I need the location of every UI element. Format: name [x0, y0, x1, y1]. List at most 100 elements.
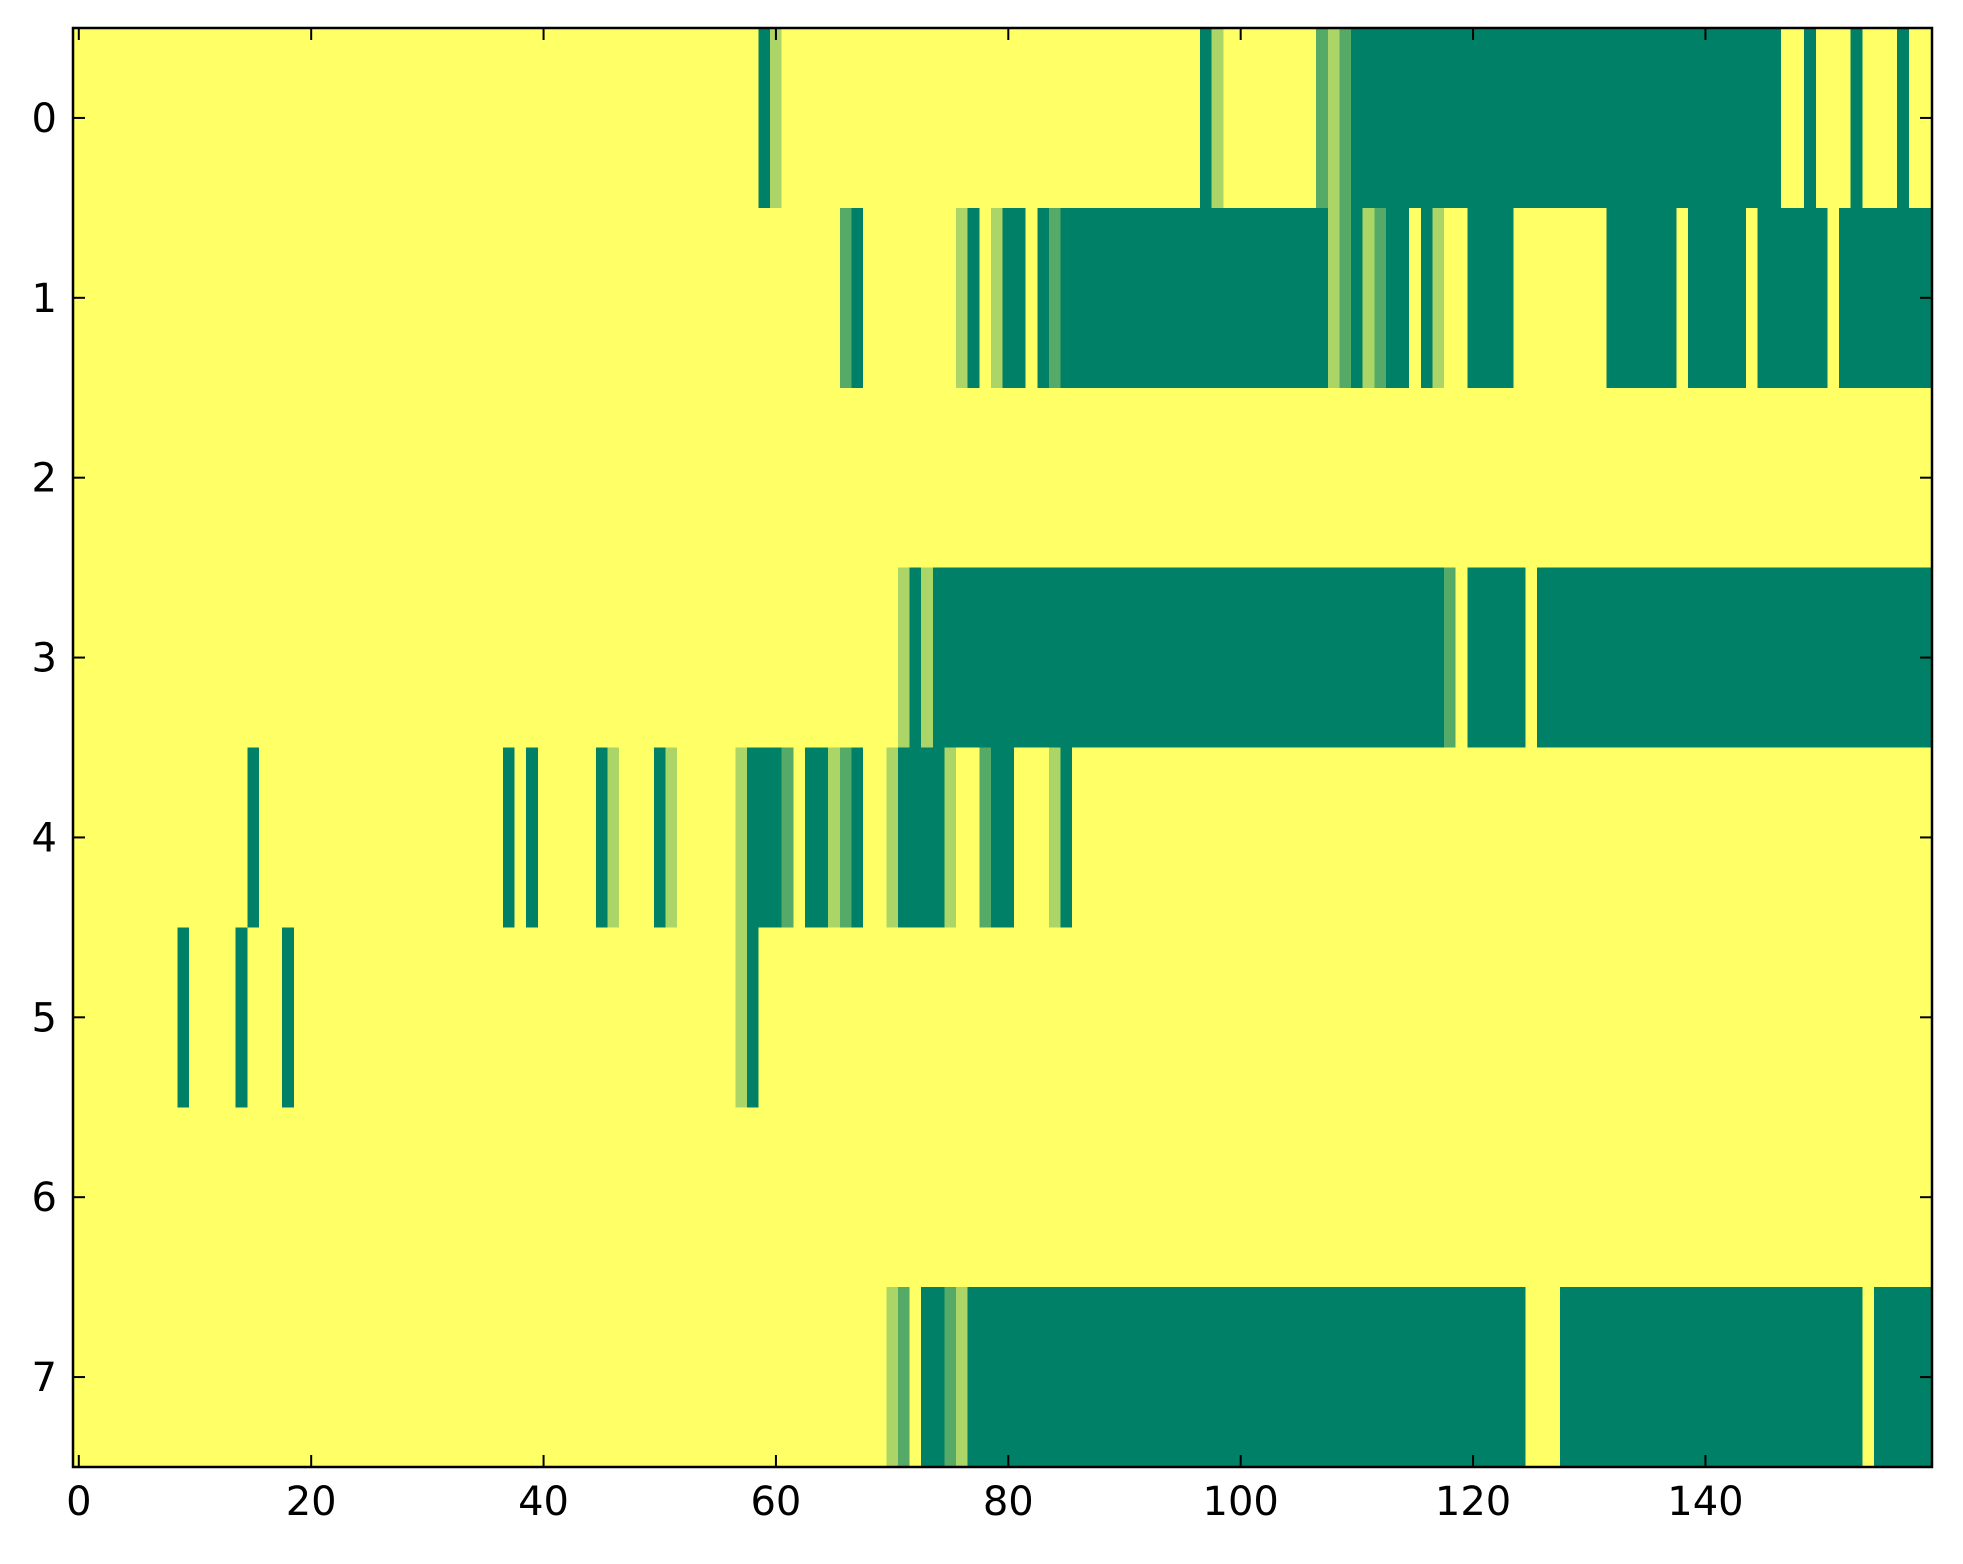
cell: [107, 207, 121, 389]
cell: [526, 387, 539, 569]
cell: [1734, 1287, 1747, 1468]
cell: [1513, 927, 1526, 1108]
cell: [1873, 927, 1887, 1108]
cell: [1711, 567, 1724, 749]
cell: [526, 567, 539, 749]
cell: [235, 567, 248, 749]
cell: [235, 207, 248, 389]
cell: [1653, 747, 1666, 928]
cell: [839, 927, 853, 1108]
cell: [1850, 1107, 1863, 1288]
cell: [665, 1287, 678, 1468]
cell: [1583, 567, 1596, 749]
cell: [96, 747, 109, 928]
cell: [1490, 747, 1503, 928]
cell: [1827, 1107, 1840, 1288]
cell: [224, 28, 237, 209]
cell: [1060, 1287, 1073, 1468]
cell: [142, 1287, 155, 1468]
cell: [967, 1107, 980, 1288]
cell: [84, 747, 97, 928]
cell: [1316, 1287, 1329, 1468]
cell: [956, 1107, 969, 1288]
cell: [1385, 1107, 1399, 1288]
cell: [1351, 28, 1364, 209]
cell: [653, 1107, 667, 1288]
cell: [863, 387, 876, 569]
cell: [421, 1107, 434, 1288]
cell: [1316, 207, 1329, 389]
cell: [154, 567, 167, 749]
cell: [1583, 387, 1596, 569]
cell: [1595, 1287, 1608, 1468]
cell: [224, 387, 237, 569]
cell: [398, 567, 411, 749]
cell: [897, 747, 911, 928]
cell: [1118, 1287, 1131, 1468]
cell: [1839, 567, 1852, 749]
cell: [944, 567, 957, 749]
cell: [247, 1107, 260, 1288]
cell: [758, 207, 771, 389]
cell: [1746, 567, 1759, 749]
cell: [1409, 387, 1422, 569]
cell: [932, 387, 946, 569]
cell: [1722, 28, 1736, 209]
cell: [1072, 567, 1085, 749]
cell: [1780, 1287, 1794, 1468]
cell: [746, 747, 760, 928]
cell: [1165, 927, 1178, 1108]
cell: [863, 927, 876, 1108]
cell: [781, 207, 794, 389]
cell: [1792, 567, 1805, 749]
cell: [200, 28, 214, 209]
cell: [1048, 28, 1062, 209]
cell: [1734, 207, 1747, 389]
cell: [630, 28, 643, 209]
cell: [1176, 387, 1189, 569]
cell: [863, 207, 876, 389]
cell: [770, 207, 783, 389]
cell: [990, 567, 1004, 749]
cell: [189, 207, 202, 389]
cell: [375, 927, 388, 1108]
cell: [84, 567, 97, 749]
cell: [1757, 387, 1770, 569]
cell: [1688, 387, 1701, 569]
cell: [305, 1287, 318, 1468]
cell: [549, 28, 562, 209]
cell: [247, 387, 260, 569]
cell: [386, 1107, 399, 1288]
cell: [96, 1107, 109, 1288]
cell: [735, 567, 748, 749]
cell: [688, 207, 702, 389]
cell: [1502, 207, 1515, 389]
cell: [386, 927, 399, 1108]
cell: [1397, 387, 1410, 569]
cell: [1432, 567, 1445, 749]
cell: [642, 567, 655, 749]
cell: [1688, 747, 1701, 928]
cell: [932, 747, 946, 928]
cell: [770, 567, 783, 749]
cell: [1536, 387, 1550, 569]
cell: [746, 387, 760, 569]
cell: [1502, 28, 1515, 209]
cell: [340, 207, 353, 389]
cell: [851, 1287, 864, 1468]
cell: [828, 207, 841, 389]
cell: [1211, 1107, 1224, 1288]
cell: [1002, 28, 1015, 209]
cell: [340, 1107, 353, 1288]
cell: [1060, 1107, 1073, 1288]
cell: [433, 1287, 446, 1468]
cell: [1351, 1107, 1364, 1288]
cell: [1176, 28, 1189, 209]
cell: [142, 207, 155, 389]
cell: [1292, 747, 1306, 928]
x-tick-label: 100: [1203, 1479, 1279, 1525]
cell: [758, 387, 771, 569]
cell: [1048, 387, 1062, 569]
cell: [1083, 747, 1097, 928]
cell: [189, 387, 202, 569]
